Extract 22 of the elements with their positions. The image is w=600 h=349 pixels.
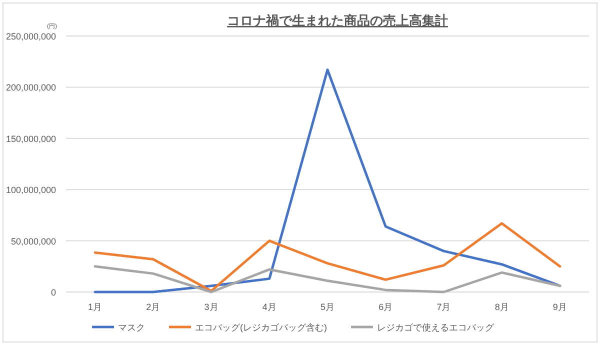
line-series [94, 265, 562, 294]
x-tick-label: 2月 [146, 302, 160, 312]
legend-label: マスク [118, 322, 145, 332]
y-tick-label: 50,000,000 [10, 236, 56, 246]
legend-label: エコバッグ(レジカゴバッグ含む) [195, 322, 327, 332]
x-tick-label: 4月 [262, 302, 276, 312]
y-tick-label: 100,000,000 [6, 185, 56, 196]
y-tick-label: 200,000,000 [6, 82, 56, 93]
y-tick-label: 250,000,000 [6, 32, 56, 42]
legend-label: レジカゴで使えるエコバッグ [377, 322, 495, 332]
x-tick-label: 1月 [88, 302, 102, 312]
chart-title: コロナ禍で生まれた商品の売上高集計 [227, 13, 448, 28]
x-tick-label: 7月 [436, 302, 451, 312]
x-tick-label: 6月 [378, 302, 393, 312]
line-series [94, 222, 562, 292]
x-tick-label: 8月 [494, 302, 509, 312]
x-tick-label: 3月 [204, 302, 218, 312]
x-tick-label: 9月 [552, 302, 567, 312]
x-tick-label: 5月 [320, 302, 335, 312]
y-tick-label: 150,000,000 [6, 134, 56, 144]
line-series [94, 68, 562, 294]
y-tick-label: 0 [50, 288, 56, 298]
